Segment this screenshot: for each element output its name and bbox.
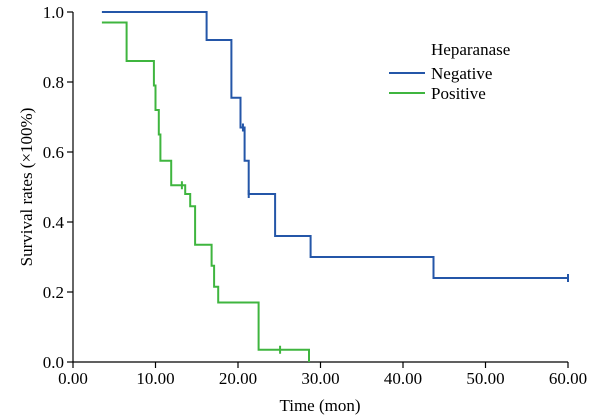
legend: Heparanase Negative Positive (389, 40, 510, 103)
y-tick-label: 0.4 (43, 213, 65, 232)
x-tick-label: 60.00 (549, 369, 587, 388)
y-tick-label: 0.6 (43, 143, 64, 162)
y-axis-title: Survival rates (×100%) (17, 108, 36, 267)
x-axis-title: Time (mon) (279, 396, 360, 415)
x-tick-label: 50.00 (466, 369, 504, 388)
x-tick-label: 0.00 (58, 369, 88, 388)
series-layer (101, 11, 569, 362)
x-axis-ticks: 0.00 10.00 20.00 30.00 40.00 50.00 60.00 (58, 362, 587, 388)
x-tick-label: 40.00 (384, 369, 422, 388)
legend-title: Heparanase (431, 40, 510, 59)
x-tick-label: 20.00 (219, 369, 257, 388)
y-tick-label: 0.0 (43, 353, 64, 372)
legend-label-negative: Negative (431, 64, 492, 83)
series-line-positive (101, 21, 310, 362)
x-tick-label: 10.00 (136, 369, 174, 388)
legend-label-positive: Positive (431, 84, 486, 103)
y-tick-label: 0.2 (43, 283, 64, 302)
x-tick-label: 30.00 (301, 369, 339, 388)
y-axis-ticks: 0.0 0.2 0.4 0.6 0.8 1.0 (43, 3, 73, 372)
y-tick-label: 1.0 (43, 3, 64, 22)
series-line-negative (101, 11, 568, 279)
plot-area: 0.0 0.2 0.4 0.6 0.8 1.0 0.00 10.00 20.00 30.00 40… (43, 3, 587, 388)
y-tick-label: 0.8 (43, 73, 64, 92)
